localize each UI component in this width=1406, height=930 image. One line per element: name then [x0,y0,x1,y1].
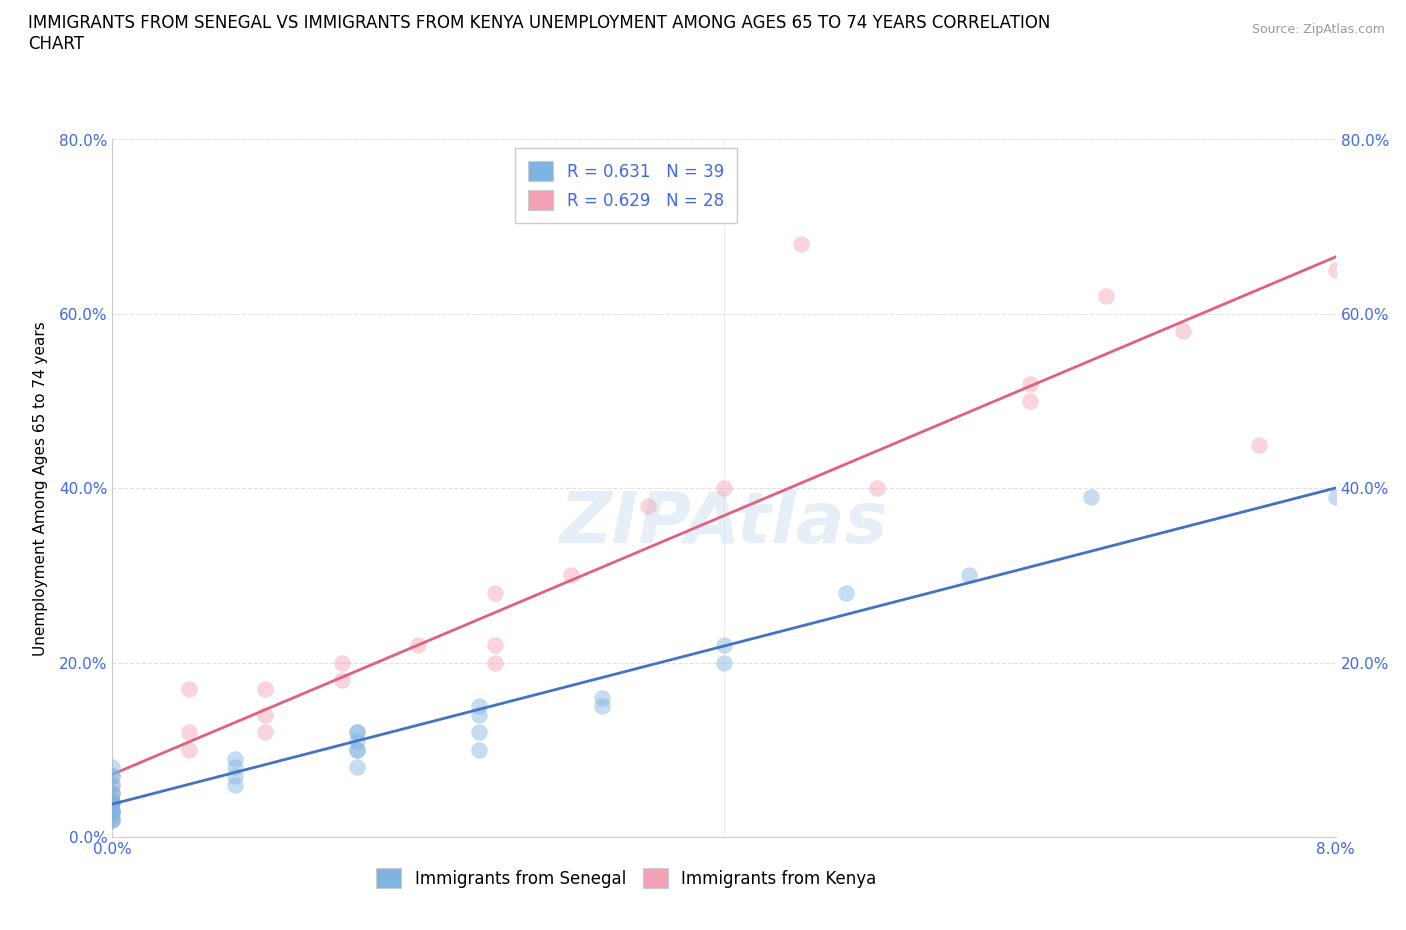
Point [101,794,124,809]
Point [560,568,582,583]
Point [254,725,277,740]
Point [330,672,353,687]
Point [468,708,491,723]
Point [101,812,124,827]
Point [101,804,124,818]
Point [101,760,124,775]
Point [101,794,124,809]
Point [101,794,124,809]
Point [101,804,124,818]
Point [1249,437,1271,452]
Point [1324,263,1347,278]
Text: IMMIGRANTS FROM SENEGAL VS IMMIGRANTS FROM KENYA UNEMPLOYMENT AMONG AGES 65 TO 7: IMMIGRANTS FROM SENEGAL VS IMMIGRANTS FR… [28,14,1050,32]
Point [101,786,124,801]
Legend: Immigrants from Senegal, Immigrants from Kenya: Immigrants from Senegal, Immigrants from… [367,858,886,898]
Point [866,481,889,496]
Point [1095,289,1118,304]
Point [484,656,506,671]
Point [408,638,430,653]
Point [468,742,491,757]
Point [101,804,124,818]
Point [484,638,506,653]
Point [346,760,368,775]
Point [591,698,613,713]
Point [330,656,353,671]
Point [101,786,124,801]
Point [346,725,368,740]
Point [1018,377,1040,392]
Point [468,725,491,740]
Point [789,237,811,252]
Point [101,812,124,827]
Point [101,786,124,801]
Point [468,698,491,713]
Point [101,794,124,809]
Point [224,760,246,775]
Point [591,690,613,705]
Y-axis label: Unemployment Among Ages 65 to 74 years: Unemployment Among Ages 65 to 74 years [32,321,48,656]
Point [101,777,124,792]
Point [101,768,124,783]
Point [637,498,659,513]
Point [346,734,368,749]
Point [1018,393,1040,408]
Point [346,742,368,757]
Point [1324,489,1347,504]
Point [101,812,124,827]
Point [224,768,246,783]
Text: ZIPAtlas: ZIPAtlas [560,488,889,558]
Point [484,586,506,601]
Point [101,768,124,783]
Point [346,725,368,740]
Point [254,708,277,723]
Point [177,682,200,697]
Text: Source: ZipAtlas.com: Source: ZipAtlas.com [1251,23,1385,36]
Point [101,808,124,823]
Point [346,742,368,757]
Point [1171,324,1194,339]
Point [957,568,980,583]
Point [1080,489,1102,504]
Point [101,794,124,809]
Point [101,794,124,809]
Point [101,804,124,818]
Text: CHART: CHART [28,35,84,53]
Point [713,638,735,653]
Point [835,586,858,601]
Point [177,742,200,757]
Point [713,656,735,671]
Point [713,481,735,496]
Point [224,751,246,766]
Point [224,777,246,792]
Point [177,725,200,740]
Point [101,777,124,792]
Point [254,682,277,697]
